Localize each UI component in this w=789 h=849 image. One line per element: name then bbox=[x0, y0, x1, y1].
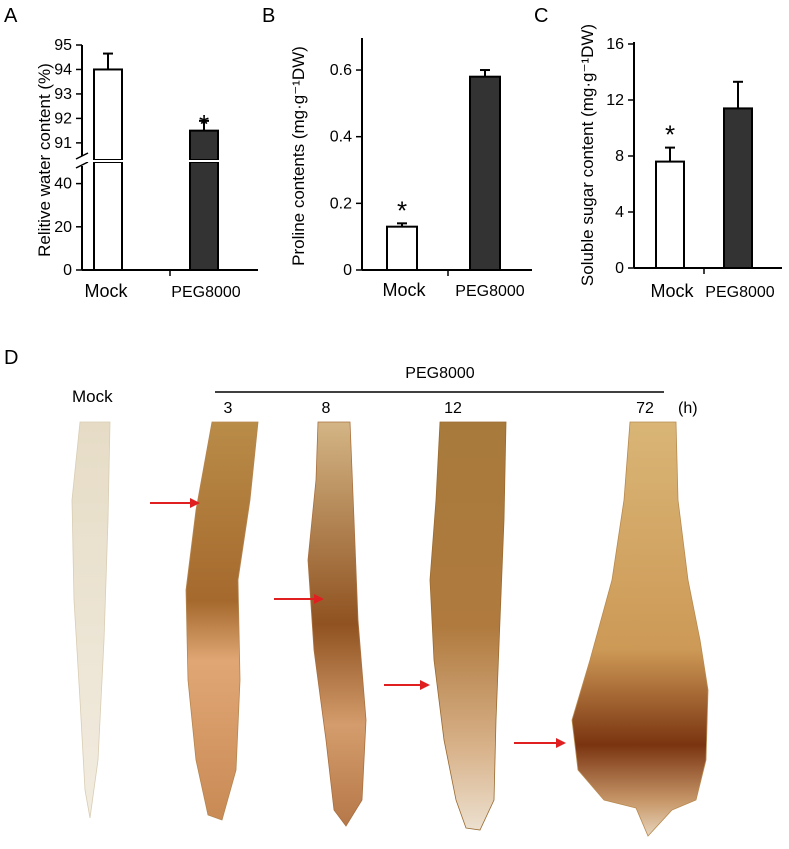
bar-lower bbox=[93, 161, 123, 271]
y-tick-label: 0.2 bbox=[330, 195, 352, 212]
arrow-8h bbox=[274, 594, 324, 604]
axis-break-mark-upper bbox=[75, 152, 89, 160]
y-tick-label: 12 bbox=[606, 92, 624, 109]
y-tick-label: 0 bbox=[615, 260, 624, 277]
panel-letter-b: B bbox=[262, 5, 275, 27]
y-tick-label: 0.6 bbox=[330, 62, 352, 79]
bar bbox=[469, 75, 501, 271]
y-tick-label: 91 bbox=[54, 135, 72, 152]
mock-label: Mock bbox=[72, 387, 113, 406]
significance-star: * bbox=[665, 120, 675, 150]
root-photo-72h bbox=[571, 421, 709, 837]
y-tick-label: 20 bbox=[54, 219, 72, 236]
y-tick-label: 40 bbox=[54, 176, 72, 193]
significance-star: * bbox=[199, 109, 209, 139]
chart-a: 91 92 93 94 95 0 20 40 Mock * PEG8000 Relitive wate… bbox=[35, 37, 258, 301]
time-unit: (h) bbox=[678, 400, 698, 417]
arrow-3h bbox=[150, 498, 200, 508]
axis-break-mark-lower bbox=[75, 161, 89, 169]
bar-upper bbox=[93, 68, 123, 161]
y-tick-label: 8 bbox=[615, 148, 624, 165]
bar bbox=[386, 225, 418, 271]
y-tick-label: 94 bbox=[54, 61, 72, 78]
timepoint-12: 12 bbox=[444, 400, 462, 417]
timepoint-3: 3 bbox=[224, 400, 233, 417]
y-axis-label: Proline contents (mg·g⁻¹DW) bbox=[289, 46, 308, 266]
y-axis-label: Soluble sugar content (mg·g⁻¹DW) bbox=[578, 24, 597, 286]
y-tick-label: 0.4 bbox=[330, 129, 352, 146]
category-label: Mock bbox=[84, 281, 128, 301]
arrow-72h bbox=[514, 738, 566, 748]
timepoint-8: 8 bbox=[322, 400, 331, 417]
y-tick-label: 0 bbox=[343, 262, 352, 279]
panel-d: D Mock PEG8000 3 8 12 72 (h) bbox=[4, 347, 712, 846]
peg-label: PEG8000 bbox=[405, 365, 474, 382]
y-tick-label: 16 bbox=[606, 36, 624, 53]
panel-letter-d: D bbox=[4, 347, 18, 369]
category-label: PEG8000 bbox=[705, 284, 774, 301]
root-photo-mock bbox=[71, 421, 111, 819]
root-photo-8h bbox=[307, 421, 367, 827]
y-tick-label: 93 bbox=[54, 86, 72, 103]
significance-star: * bbox=[397, 195, 407, 225]
timepoint-72: 72 bbox=[636, 400, 654, 417]
y-tick-label: 95 bbox=[54, 37, 72, 54]
y-axis-label: Relitive water content (%) bbox=[35, 63, 54, 257]
root-photo-12h bbox=[429, 421, 507, 831]
panel-letter-c: C bbox=[534, 5, 548, 27]
bar-lower bbox=[189, 161, 219, 271]
axis-break-gap bbox=[60, 160, 240, 162]
category-label: Mock bbox=[382, 280, 426, 300]
y-tick-label: 92 bbox=[54, 110, 72, 127]
chart-b: 0 0.2 0.4 0.6 * Mock PEG8000 Proline contents (… bbox=[289, 38, 532, 300]
chart-c: 0 4 8 12 16 * Mock PEG8000 Soluble sugar content… bbox=[578, 24, 782, 301]
bar bbox=[723, 107, 753, 270]
bar bbox=[655, 160, 685, 270]
category-label: PEG8000 bbox=[171, 284, 240, 301]
category-label: PEG8000 bbox=[455, 283, 524, 300]
y-tick-label: 4 bbox=[615, 204, 624, 221]
y-tick-label: 0 bbox=[63, 262, 72, 279]
root-photo-3h bbox=[185, 421, 259, 821]
arrow-12h bbox=[384, 680, 430, 690]
panel-letter-a: A bbox=[4, 5, 18, 27]
category-label: Mock bbox=[650, 281, 694, 301]
